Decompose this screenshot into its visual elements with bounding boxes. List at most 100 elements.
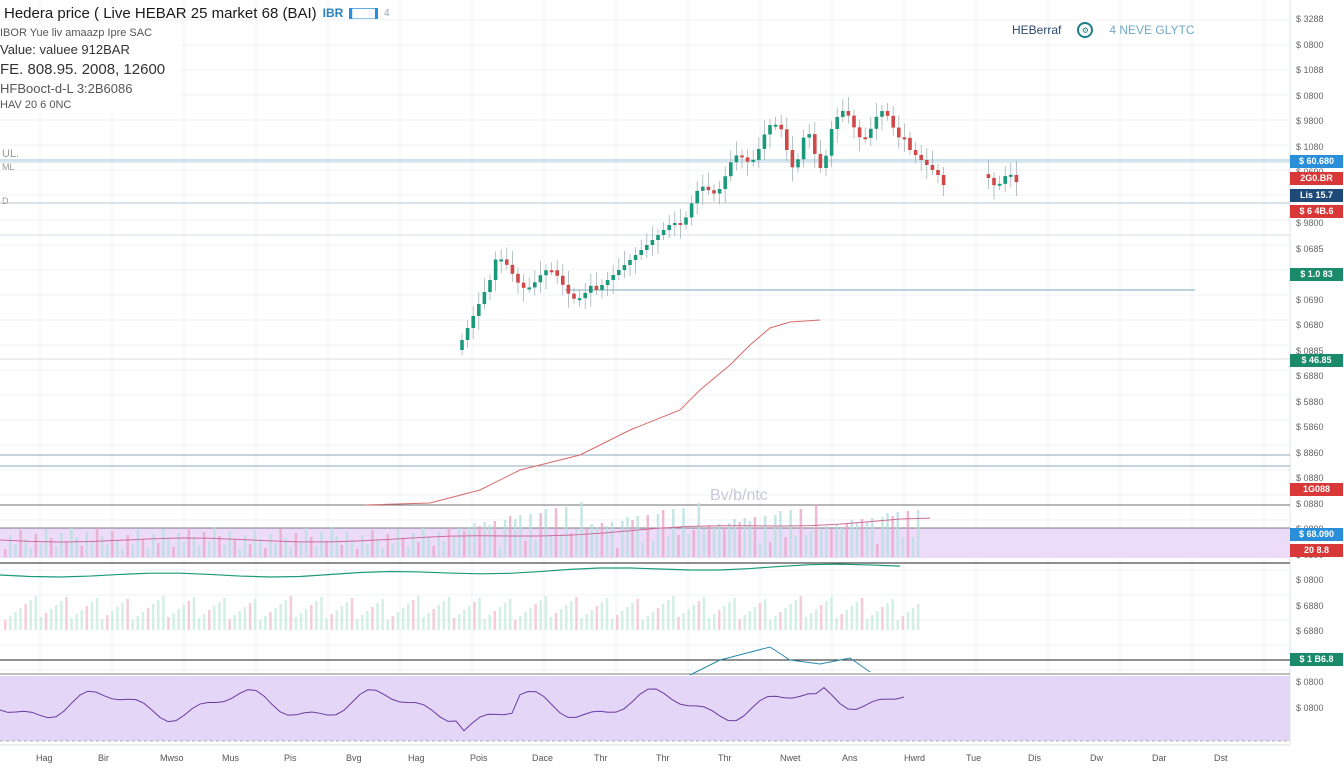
candle — [594, 285, 599, 290]
candle — [936, 170, 940, 175]
volume-bar — [845, 610, 848, 630]
candle — [471, 316, 475, 328]
volume-bar — [121, 549, 124, 557]
volume-bar — [595, 606, 599, 630]
volume-bar — [294, 533, 298, 557]
symbol-tag[interactable]: IBR — [322, 6, 344, 20]
candle — [611, 275, 615, 280]
volume-bar — [753, 517, 757, 557]
volume-bar — [463, 531, 466, 557]
candle — [684, 217, 688, 225]
candle — [488, 280, 492, 292]
volume-bar — [580, 502, 583, 557]
volume-bar — [896, 512, 899, 557]
volume-bar — [610, 619, 614, 630]
volume-bar — [468, 606, 471, 630]
volume-bar — [202, 532, 206, 557]
volume-bar — [840, 614, 843, 630]
volume-bar — [661, 510, 665, 557]
volume-bar — [223, 598, 226, 630]
price-tag: 2G0.BR — [1290, 172, 1343, 185]
gear-icon[interactable]: ⚙ — [1077, 22, 1094, 38]
volume-bar — [437, 532, 440, 557]
candle — [902, 137, 907, 140]
volume-bar — [259, 620, 262, 630]
volume-bar — [539, 513, 542, 557]
volume-bar — [860, 598, 864, 630]
volume-bar — [825, 526, 828, 557]
candle — [723, 176, 727, 190]
candle — [751, 159, 755, 162]
volume-bar — [350, 540, 354, 557]
price-axis-label: $ 0880 — [1296, 498, 1324, 509]
price-tag: $ 68.090 — [1290, 528, 1343, 541]
volume-bar — [4, 620, 7, 630]
volume-bar — [488, 525, 491, 557]
volume-bar — [167, 538, 170, 557]
volume-bar — [304, 528, 308, 557]
candle — [807, 134, 811, 138]
time-axis-label: Bir — [98, 753, 109, 763]
candle — [908, 137, 912, 150]
volume-bar — [208, 541, 211, 557]
price-axis-label: $ 9800 — [1296, 116, 1324, 126]
volume-bar — [677, 535, 680, 557]
candle — [1009, 174, 1013, 177]
candle — [516, 273, 520, 283]
candle — [869, 128, 873, 138]
candle — [712, 190, 716, 194]
volume-bar — [172, 547, 175, 557]
volume-bar — [151, 534, 155, 557]
candle — [857, 127, 862, 138]
volume-bar — [361, 615, 364, 630]
candle — [880, 111, 884, 117]
volume-bar — [355, 619, 359, 630]
candle — [706, 186, 711, 191]
legend-line: HAV 20 6 0NC — [0, 99, 72, 111]
volume-bar — [182, 605, 185, 630]
volume-bar — [335, 610, 338, 630]
volume-bar — [452, 618, 456, 630]
price-axis-label: $ 0800 — [1296, 677, 1324, 687]
volume-bar — [391, 616, 395, 630]
volume-bar — [835, 618, 838, 630]
volume-bar — [712, 614, 716, 630]
volume-bar — [794, 536, 797, 557]
volume-bar — [763, 516, 767, 557]
volume-bar — [396, 612, 400, 630]
candle — [1003, 176, 1007, 184]
candle — [482, 292, 487, 304]
overlay-text: Bv/b/ntc — [710, 487, 768, 504]
settings-icon[interactable]: 4 — [383, 7, 390, 19]
volume-bar — [9, 535, 12, 557]
volume-bar — [682, 613, 685, 630]
volume-bar — [718, 610, 721, 630]
volume-bar — [651, 612, 655, 630]
volume-bar — [406, 547, 410, 557]
volume-bar — [682, 508, 685, 557]
volume-bar — [345, 602, 349, 630]
volume-bar — [519, 616, 522, 630]
candle — [650, 240, 655, 245]
volume-bar — [223, 545, 226, 557]
volume-bar — [468, 527, 471, 557]
volume-bar — [442, 541, 446, 557]
volume-bar — [187, 601, 191, 630]
candle — [465, 328, 470, 340]
volume-bar — [712, 528, 716, 557]
volume-bar — [238, 611, 242, 630]
volume-bar — [718, 524, 721, 557]
candle — [913, 150, 918, 155]
status-badge: ████ — [349, 7, 378, 19]
volume-bar — [116, 607, 119, 630]
volume-bar — [769, 542, 772, 557]
volume-bar — [656, 514, 660, 557]
volume-bar — [667, 536, 670, 557]
volume-bar — [559, 534, 563, 557]
volume-bar — [473, 523, 476, 557]
volume-bar — [376, 539, 379, 557]
candle — [790, 150, 795, 168]
volume-bar — [100, 536, 104, 557]
